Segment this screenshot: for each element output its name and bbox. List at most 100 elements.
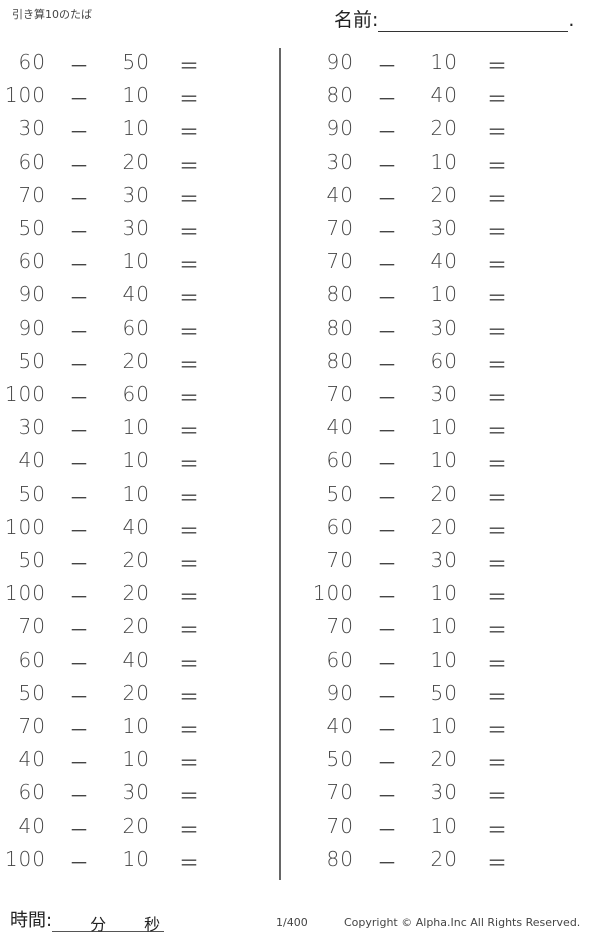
equals-sign: ＝: [487, 220, 507, 244]
minus-sign: －: [69, 817, 89, 842]
name-label: 名前:: [334, 9, 379, 31]
minuend: 70: [18, 614, 46, 639]
minus-sign: －: [377, 817, 397, 842]
worksheet-title: 引き算10のたば: [12, 8, 92, 21]
minus-sign: －: [69, 419, 89, 444]
minuend: 50: [18, 348, 46, 373]
minus-sign: －: [69, 684, 89, 709]
equals-sign: ＝: [487, 54, 507, 78]
problem-row: 40 － 20 ＝: [308, 183, 548, 213]
time-line[interactable]: 分秒: [52, 911, 165, 934]
minuend: 60: [326, 514, 354, 539]
subtrahend: 10: [430, 714, 458, 738]
problem-row: 90 － 50 ＝: [308, 681, 548, 711]
minus-sign: －: [69, 585, 89, 610]
minuend: 60: [326, 647, 354, 672]
problem-row: 60 － 50 ＝: [0, 50, 240, 80]
subtrahend: 10: [122, 249, 150, 274]
minus-sign: －: [69, 386, 89, 410]
minuend: 40: [18, 813, 46, 838]
minus-sign: －: [377, 386, 397, 410]
minus-sign: －: [377, 651, 397, 676]
problem-row: 60 － 30 ＝: [0, 780, 240, 810]
minuend: 60: [18, 50, 46, 74]
minus-sign: －: [377, 54, 397, 78]
minuend: 100: [4, 581, 46, 606]
minuend: 70: [326, 780, 354, 805]
minus-sign: －: [69, 253, 89, 278]
problem-row: 70 － 10 ＝: [308, 614, 548, 644]
minuend: 40: [326, 182, 354, 207]
minus-sign: －: [69, 319, 89, 344]
minuend: 70: [326, 813, 354, 838]
problem-row: 70 － 30 ＝: [308, 216, 548, 246]
equals-sign: ＝: [487, 186, 507, 211]
equals-sign: ＝: [179, 386, 199, 410]
minus-sign: －: [377, 518, 397, 543]
minuend: 100: [4, 846, 46, 871]
minuend: 30: [326, 149, 354, 174]
equals-sign: ＝: [487, 419, 507, 444]
subtrahend: 10: [122, 481, 150, 506]
subtrahend: 10: [430, 647, 458, 672]
minuend: 40: [18, 747, 46, 772]
minuend: 40: [18, 448, 46, 473]
problem-row: 30 － 10 ＝: [308, 150, 548, 180]
name-line[interactable]: [378, 13, 569, 32]
equals-sign: ＝: [487, 784, 507, 809]
subtrahend: 30: [122, 780, 150, 805]
problem-row: 80 － 40 ＝: [308, 83, 548, 113]
minus-sign: －: [377, 751, 397, 776]
minuend: 100: [4, 514, 46, 539]
minus-sign: －: [377, 186, 397, 211]
minuend: 90: [326, 50, 354, 74]
equals-sign: ＝: [179, 850, 199, 875]
problem-row: 70 － 30 ＝: [308, 382, 548, 412]
subtrahend: 10: [122, 83, 150, 108]
minuend: 60: [18, 647, 46, 672]
name-field: 名前:.: [334, 5, 574, 32]
subtrahend: 30: [122, 182, 150, 207]
subtrahend: 10: [430, 149, 458, 174]
equals-sign: ＝: [487, 552, 507, 576]
problem-row: 80 － 10 ＝: [308, 282, 548, 312]
minus-sign: －: [69, 286, 89, 311]
problem-row: 100 － 10 ＝: [0, 83, 240, 113]
subtrahend: 30: [430, 382, 458, 406]
minus-sign: －: [69, 518, 89, 543]
equals-sign: ＝: [179, 54, 199, 78]
equals-sign: ＝: [179, 186, 199, 211]
problem-row: 100 － 10 ＝: [0, 847, 240, 877]
time-label: 時間:: [10, 910, 53, 931]
equals-sign: ＝: [179, 518, 199, 543]
problem-row: 80 － 20 ＝: [308, 847, 548, 877]
problem-row: 40 － 10 ＝: [308, 714, 548, 744]
minuend: 70: [18, 182, 46, 207]
minus-sign: －: [69, 153, 89, 178]
minus-sign: －: [69, 751, 89, 776]
minuend: 50: [18, 680, 46, 705]
problem-row: 90 － 40 ＝: [0, 282, 240, 312]
minus-sign: －: [69, 618, 89, 643]
minus-sign: －: [69, 850, 89, 875]
equals-sign: ＝: [179, 120, 199, 145]
equals-sign: ＝: [487, 718, 507, 742]
minuend: 70: [326, 249, 354, 274]
minus-sign: －: [69, 651, 89, 676]
minus-sign: －: [69, 87, 89, 112]
subtrahend: 20: [122, 149, 150, 174]
subtrahend: 30: [430, 548, 458, 572]
minuend: 40: [326, 714, 354, 738]
problem-row: 50 － 20 ＝: [308, 482, 548, 512]
subtrahend: 10: [430, 448, 458, 473]
minus-sign: －: [377, 552, 397, 576]
subtrahend: 60: [122, 382, 150, 406]
subtrahend: 10: [430, 282, 458, 307]
minus-sign: －: [377, 618, 397, 643]
equals-sign: ＝: [487, 585, 507, 610]
equals-sign: ＝: [179, 253, 199, 278]
problem-row: 100 － 10 ＝: [308, 581, 548, 611]
subtrahend: 20: [122, 813, 150, 838]
problem-row: 60 － 10 ＝: [308, 448, 548, 478]
equals-sign: ＝: [179, 220, 199, 244]
